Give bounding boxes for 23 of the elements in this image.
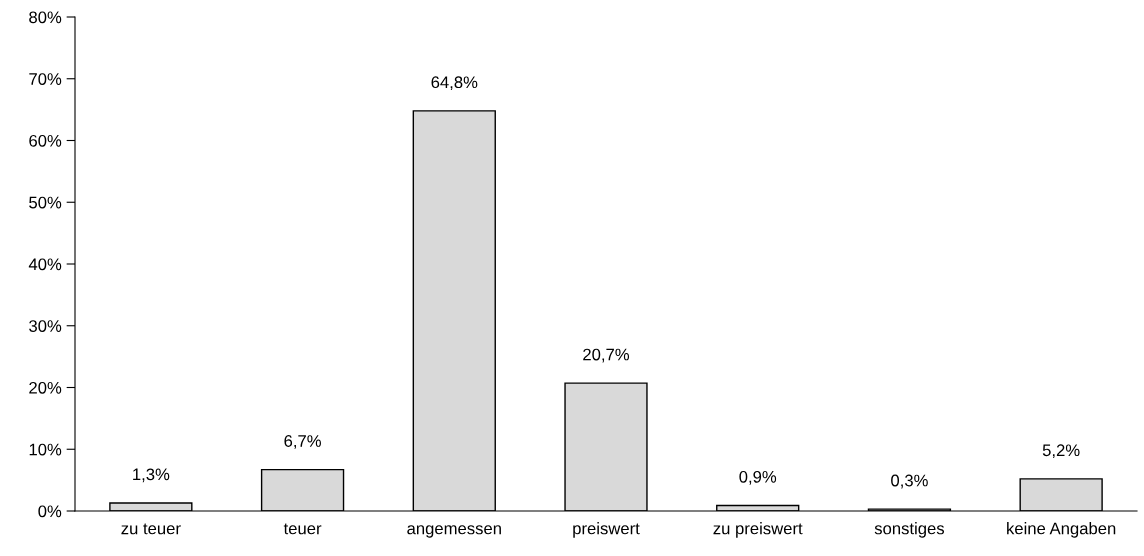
data-label: 6,7% [284, 435, 321, 449]
y-tick-label: 30% [29, 320, 62, 332]
x-tick-label: angemessen [407, 525, 501, 538]
data-label: 1,3% [133, 468, 170, 483]
y-tick-label: 60% [29, 134, 62, 147]
x-tick-label: teuer [283, 523, 322, 535]
y-tick-label: 40% [28, 258, 62, 271]
x-tick-label: keine Angaben [1007, 522, 1116, 538]
y-tick-label: 0% [38, 505, 62, 518]
x-tick-label: zu teuer [121, 523, 181, 535]
data-label: 64,8% [431, 76, 478, 91]
data-label: 5,2% [1042, 444, 1080, 459]
y-tick-label: 70% [29, 73, 62, 85]
y-tick-label: 50% [29, 196, 62, 209]
x-tick-label: sonstiges [874, 522, 945, 538]
y-tick-label: 80% [29, 11, 62, 24]
x-tick-label: preiswert [573, 522, 640, 538]
y-tick-label: 10% [29, 443, 62, 456]
data-label: 20,7% [583, 348, 630, 363]
data-label: 0,3% [891, 474, 928, 489]
data-label: 0,9% [739, 470, 777, 485]
y-tick-label: 20% [29, 381, 62, 394]
x-tick-label: zu preiswert [713, 522, 803, 538]
